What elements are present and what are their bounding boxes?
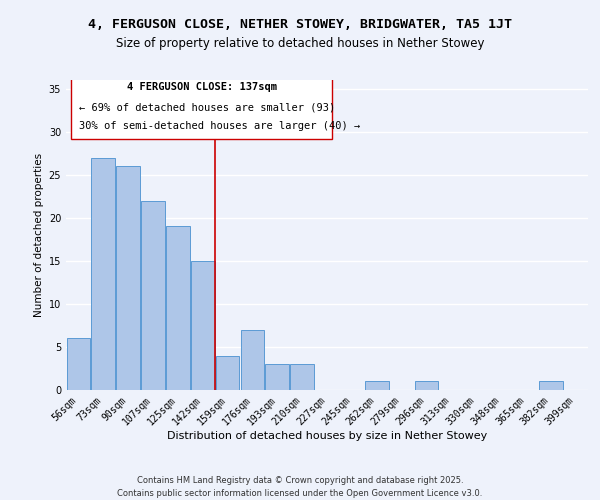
Bar [539, 382, 563, 390]
Bar [91, 158, 115, 390]
Bar [415, 382, 438, 390]
Bar [191, 261, 215, 390]
Text: 4, FERGUSON CLOSE, NETHER STOWEY, BRIDGWATER, TA5 1JT: 4, FERGUSON CLOSE, NETHER STOWEY, BRIDGW… [88, 18, 512, 30]
Y-axis label: Number of detached properties: Number of detached properties [34, 153, 44, 317]
Bar [365, 382, 389, 390]
Bar [67, 338, 90, 390]
Bar [141, 200, 165, 390]
Text: 30% of semi-detached houses are larger (40) →: 30% of semi-detached houses are larger (… [79, 121, 360, 131]
Text: Contains HM Land Registry data © Crown copyright and database right 2025.
Contai: Contains HM Land Registry data © Crown c… [118, 476, 482, 498]
Bar [241, 330, 264, 390]
Bar [166, 226, 190, 390]
Text: Size of property relative to detached houses in Nether Stowey: Size of property relative to detached ho… [116, 38, 484, 51]
Bar [290, 364, 314, 390]
FancyBboxPatch shape [71, 78, 332, 139]
Bar [116, 166, 140, 390]
Bar [216, 356, 239, 390]
Bar [265, 364, 289, 390]
X-axis label: Distribution of detached houses by size in Nether Stowey: Distribution of detached houses by size … [167, 431, 487, 441]
Text: 4 FERGUSON CLOSE: 137sqm: 4 FERGUSON CLOSE: 137sqm [127, 82, 277, 92]
Text: ← 69% of detached houses are smaller (93): ← 69% of detached houses are smaller (93… [79, 102, 335, 113]
